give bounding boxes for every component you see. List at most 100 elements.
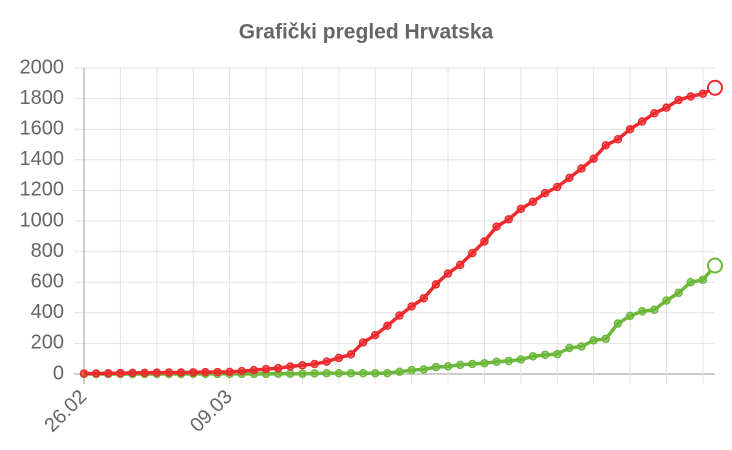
data-point <box>358 338 368 347</box>
data-point <box>383 368 392 378</box>
data-point <box>419 365 429 374</box>
data-point <box>407 302 416 311</box>
data-point <box>407 365 416 375</box>
data-point <box>698 89 708 98</box>
data-point <box>637 117 647 126</box>
data-point <box>613 135 623 144</box>
data-point <box>589 154 598 163</box>
y-tick-label: 0 <box>53 362 64 384</box>
x-tick-label: 09.03 <box>186 386 237 437</box>
y-tick-label: 1600 <box>20 117 65 139</box>
data-point <box>577 164 586 173</box>
data-point <box>395 311 404 320</box>
data-point <box>577 342 586 351</box>
data-point <box>492 357 501 367</box>
x-tick-label: 26.02 <box>40 386 91 437</box>
data-point <box>334 368 344 378</box>
data-point <box>201 367 210 377</box>
data-point <box>286 369 295 378</box>
data-point <box>565 173 574 183</box>
data-point <box>480 237 489 246</box>
data-point <box>468 359 477 369</box>
data-point <box>601 141 611 150</box>
y-tick-label: 2000 <box>20 56 65 78</box>
data-point <box>528 352 538 361</box>
data-point <box>553 349 562 359</box>
data-point <box>528 197 538 206</box>
y-tick-label: 200 <box>31 332 64 354</box>
data-point <box>358 368 368 378</box>
data-point <box>273 363 283 373</box>
data-point <box>383 321 392 331</box>
data-point <box>91 369 101 378</box>
data-point <box>480 359 489 368</box>
data-point <box>662 103 671 112</box>
data-point <box>188 368 198 377</box>
data-point <box>431 280 441 289</box>
data-point <box>674 95 683 105</box>
data-point <box>540 350 550 360</box>
data-point <box>431 362 441 372</box>
data-point <box>504 215 513 224</box>
data-point <box>298 369 307 378</box>
data-point <box>128 368 137 378</box>
data-point <box>625 311 635 321</box>
data-point <box>79 369 89 378</box>
data-point <box>707 79 723 96</box>
data-point <box>686 92 695 101</box>
data-point <box>540 188 550 198</box>
data-point <box>565 343 574 353</box>
data-point <box>637 307 647 316</box>
data-point <box>650 305 659 314</box>
data-point <box>152 368 162 377</box>
data-point <box>370 330 380 340</box>
data-point <box>346 350 356 359</box>
data-point <box>298 361 307 370</box>
data-point <box>455 360 465 370</box>
data-point <box>116 368 125 378</box>
data-point <box>419 294 429 303</box>
data-point <box>322 368 331 378</box>
data-point <box>443 269 453 278</box>
data-point <box>346 368 356 378</box>
data-point <box>650 109 659 118</box>
y-tick-label: 1200 <box>20 179 65 201</box>
data-point <box>504 356 513 366</box>
y-tick-label: 800 <box>31 240 64 262</box>
y-tick-label: 600 <box>31 270 64 292</box>
chart-title: Grafički pregled Hrvatska <box>239 21 494 44</box>
y-tick-label: 400 <box>31 301 64 323</box>
data-point <box>322 357 331 366</box>
data-point <box>625 124 635 134</box>
y-tick-label: 1000 <box>20 209 65 231</box>
data-point <box>164 368 174 377</box>
data-point <box>370 368 380 378</box>
data-point <box>261 364 271 374</box>
data-point <box>553 182 562 192</box>
data-point <box>176 368 186 377</box>
y-tick-label: 1400 <box>20 148 65 170</box>
data-point <box>613 319 623 328</box>
data-point <box>516 355 526 364</box>
data-point <box>213 367 222 377</box>
data-point <box>589 336 598 345</box>
data-point <box>698 275 708 285</box>
data-point <box>395 367 404 376</box>
data-point <box>443 362 453 371</box>
y-tick-label: 1800 <box>20 87 65 109</box>
data-point <box>686 277 695 287</box>
data-point <box>225 367 234 377</box>
data-point <box>516 204 526 214</box>
data-point <box>707 257 723 274</box>
data-point <box>310 369 319 378</box>
data-point <box>455 260 465 270</box>
data-point <box>104 368 113 378</box>
data-point <box>674 288 683 298</box>
data-point <box>492 222 501 231</box>
data-point <box>310 359 319 369</box>
series-line <box>84 86 716 376</box>
data-point <box>286 362 295 371</box>
data-point <box>140 368 149 378</box>
data-point <box>249 365 259 375</box>
